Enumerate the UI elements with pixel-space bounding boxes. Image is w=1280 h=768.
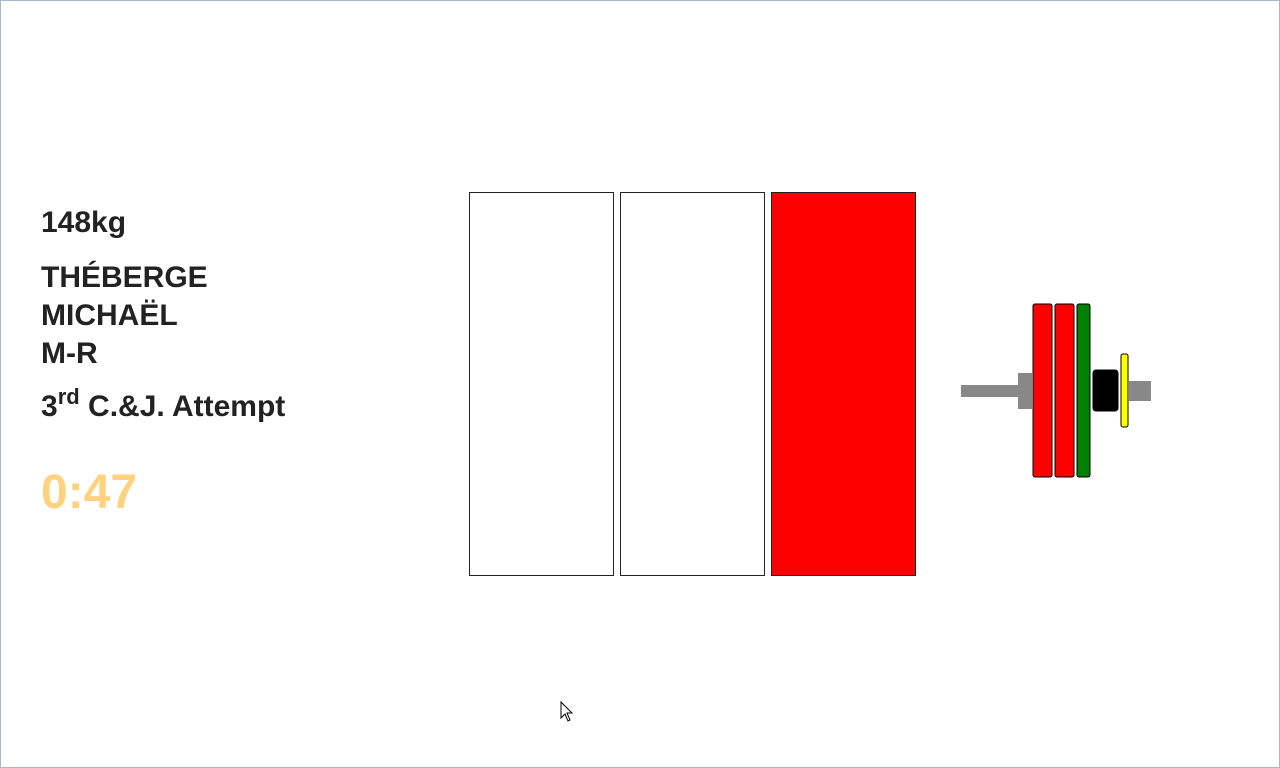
sleeve-stop — [1018, 373, 1032, 409]
lifter-name-block: THÉBERGE MICHAËL M-R — [41, 259, 285, 373]
referee-3-decision-light — [771, 192, 916, 576]
attempt-number: 3 — [41, 390, 58, 423]
referee-2-decision-light — [620, 192, 765, 576]
green-plate — [1076, 303, 1091, 478]
attempt-lift-label: C.&J. Attempt — [88, 390, 286, 423]
bar-sleeve — [961, 385, 1021, 397]
attempt-info-panel: 148kg THÉBERGE MICHAËL M-R 3rd C.&J. Att… — [41, 203, 285, 521]
requested-weight: 148kg — [41, 206, 127, 239]
mouse-cursor-icon — [560, 701, 574, 722]
attempt-ordinal-suffix: rd — [57, 384, 80, 409]
sleeve-end — [1129, 381, 1151, 401]
small-black-plate — [1092, 369, 1119, 412]
referee-1-decision-light — [469, 192, 614, 576]
attempt-label: 3rd C.&J. Attempt — [41, 384, 286, 429]
barbell-plate-loading — [961, 303, 1151, 478]
collar — [1120, 353, 1129, 428]
red-plate — [1054, 303, 1075, 478]
lifter-team: M-R — [41, 337, 98, 370]
red-plate — [1032, 303, 1053, 478]
attempt-timer: 0:47 — [41, 466, 138, 519]
lifter-first-name: MICHAËL — [41, 299, 178, 332]
lifter-last-name: THÉBERGE — [41, 261, 208, 294]
